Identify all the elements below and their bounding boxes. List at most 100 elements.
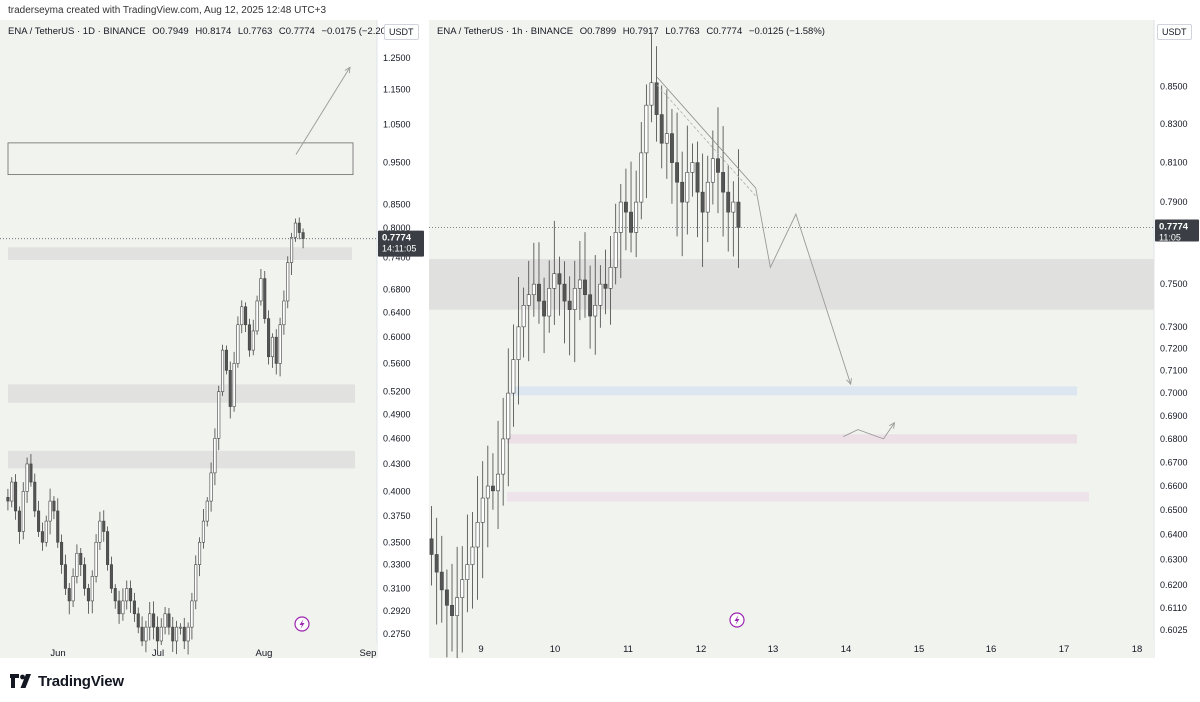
candle-body xyxy=(501,438,506,475)
price-axis-unit-button[interactable]: USDT xyxy=(384,24,419,40)
candle xyxy=(501,397,506,506)
candle-body xyxy=(736,201,741,228)
candle-body xyxy=(71,576,75,602)
candle xyxy=(10,477,14,508)
candle-body xyxy=(178,626,182,629)
candle-body xyxy=(255,300,259,332)
tradingview-logo[interactable]: TradingView xyxy=(10,671,124,691)
candle xyxy=(598,265,603,328)
candle xyxy=(705,155,710,243)
candle xyxy=(201,508,205,549)
candle xyxy=(644,84,649,199)
candle-body xyxy=(485,485,490,499)
candle-body xyxy=(552,273,557,289)
candle xyxy=(178,623,182,635)
candle xyxy=(247,318,251,357)
candle-body xyxy=(182,626,186,642)
y-tick-label: 0.6110 xyxy=(1160,603,1187,613)
candle xyxy=(567,276,572,356)
candle-body xyxy=(562,283,567,302)
candle xyxy=(634,170,639,258)
y-tick-label: 0.8000 xyxy=(383,223,411,233)
candle-body xyxy=(171,626,175,642)
candle xyxy=(25,457,29,503)
candle-body xyxy=(293,222,297,238)
candle-body xyxy=(224,349,228,371)
candle xyxy=(56,498,60,548)
candle xyxy=(547,260,552,333)
candle xyxy=(721,126,726,237)
candle xyxy=(516,276,521,405)
candle xyxy=(485,445,490,548)
candle-body xyxy=(267,318,271,358)
y-tick-label: 0.7400 xyxy=(383,252,411,262)
candle-body xyxy=(680,181,685,203)
candle xyxy=(274,329,278,375)
legend-open: O0.7949 xyxy=(152,26,189,37)
candle-body xyxy=(270,336,274,358)
candle xyxy=(83,557,87,596)
candle xyxy=(270,333,274,368)
candle-body xyxy=(274,336,278,364)
candle xyxy=(475,476,480,600)
candle-body xyxy=(644,104,649,154)
candle xyxy=(71,568,75,607)
y-tick-label: 0.7500 xyxy=(1160,279,1188,289)
candle xyxy=(190,592,194,640)
candle-body xyxy=(583,279,587,296)
candle xyxy=(439,535,444,623)
y-tick-label: 0.5600 xyxy=(383,358,411,368)
candle xyxy=(603,249,608,315)
candle xyxy=(293,218,297,242)
y-tick-label: 0.6900 xyxy=(1160,411,1188,421)
candle-body xyxy=(572,288,577,310)
candle-body xyxy=(17,510,21,532)
candle xyxy=(639,121,644,220)
x-tick-label: 12 xyxy=(696,644,707,655)
price-axis-unit-button[interactable]: USDT xyxy=(1157,24,1192,40)
daily-candlestick-chart[interactable]: 1.2500 1.1500 1.0500 0.9500 0.8500 0.8000 0.74… xyxy=(0,20,425,658)
candle-body xyxy=(60,541,64,565)
candle xyxy=(690,143,695,197)
hourly-candlestick-chart[interactable]: 0.8500 0.8300 0.8100 0.7900 0.7500 0.7300 0.72… xyxy=(429,20,1200,658)
candle-body xyxy=(94,541,98,577)
candle-body xyxy=(290,237,294,263)
hourly-chart-pane[interactable]: 0.8500 0.8300 0.8100 0.7900 0.7500 0.7300 0.72… xyxy=(429,20,1200,658)
candle xyxy=(159,618,163,646)
candle-body xyxy=(244,306,248,326)
y-tick-label: 0.8500 xyxy=(383,200,411,210)
price-zone xyxy=(8,450,355,469)
candle xyxy=(521,287,526,358)
x-tick-label: Jul xyxy=(152,648,164,658)
candle xyxy=(455,546,460,658)
price-zone xyxy=(7,142,354,176)
tradingview-logo-icon xyxy=(10,674,31,688)
candle-body xyxy=(29,463,33,483)
candle-body xyxy=(450,604,454,616)
candle xyxy=(205,497,209,527)
candle xyxy=(572,260,577,363)
candle-body xyxy=(710,158,715,183)
candle xyxy=(125,580,129,610)
last-price-badge-bg xyxy=(378,230,424,257)
daily-chart-pane[interactable]: 1.2500 1.1500 1.0500 0.9500 0.8500 0.8000 0.74… xyxy=(0,20,425,658)
candle xyxy=(228,361,232,419)
y-tick-label: 0.6300 xyxy=(1160,555,1188,565)
candle-body xyxy=(102,520,106,532)
candle xyxy=(132,592,136,622)
candle-body xyxy=(480,497,485,523)
candle xyxy=(37,500,41,537)
candle xyxy=(629,161,633,253)
candle-body xyxy=(475,522,480,548)
trendline xyxy=(656,76,757,189)
candle xyxy=(434,517,439,625)
candle-body xyxy=(511,359,516,394)
candle xyxy=(531,242,536,317)
candle-body xyxy=(593,305,598,317)
candle xyxy=(63,554,67,595)
y-tick-label: 0.2920 xyxy=(383,606,411,616)
candle-body xyxy=(228,370,232,407)
y-tick-label: 0.6600 xyxy=(1160,481,1188,491)
candle xyxy=(106,526,110,571)
